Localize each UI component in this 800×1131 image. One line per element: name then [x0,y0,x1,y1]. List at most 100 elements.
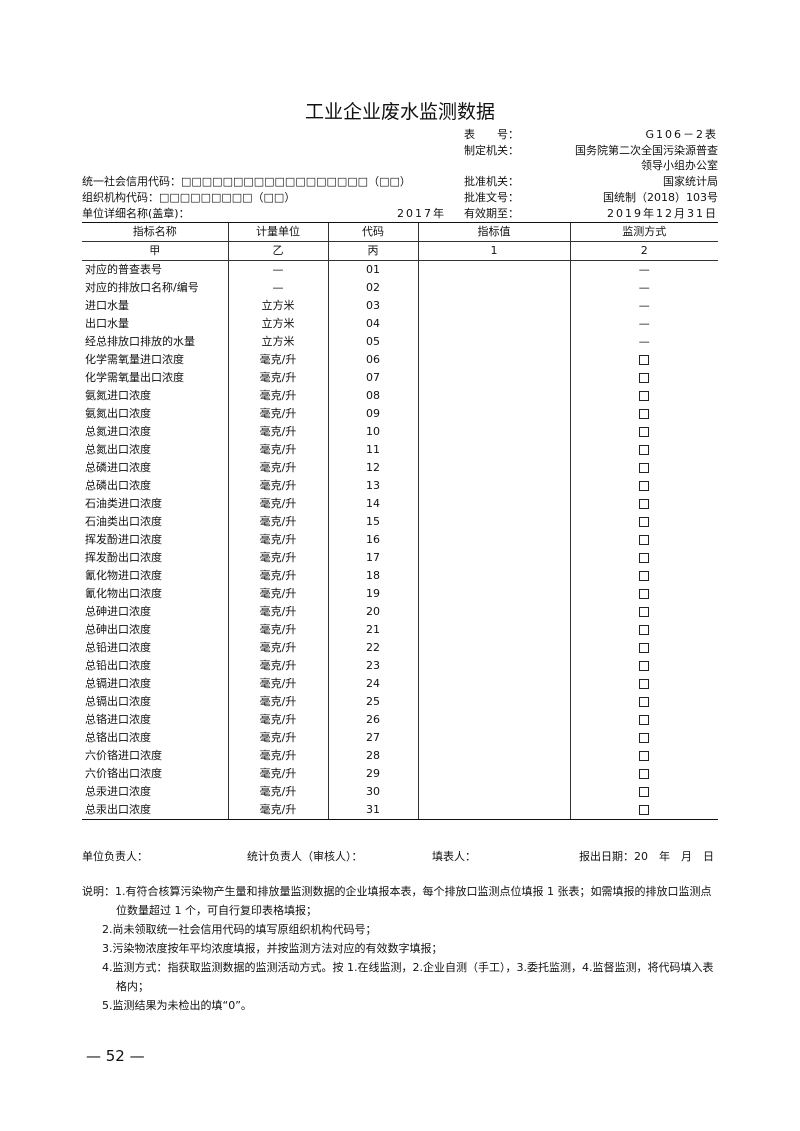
monitoring-method-cell[interactable] [569,423,718,441]
indicator-value-cell[interactable] [417,441,570,459]
monitoring-method-cell[interactable] [569,441,718,459]
monitoring-method-cell[interactable]: — [569,333,718,351]
unit: 毫克/升 [227,369,328,387]
indicator-value-cell[interactable] [417,783,570,801]
checkbox-icon[interactable] [639,607,650,617]
monitoring-method-cell[interactable] [569,657,718,675]
monitoring-method-cell[interactable] [569,567,718,585]
unit: 毫克/升 [227,621,328,639]
indicator-name: 氨氮进口浓度 [85,389,151,402]
code: 09 [327,405,418,423]
checkbox-icon[interactable] [639,571,650,581]
indicator-value-cell[interactable] [417,369,570,387]
indicator-value-cell[interactable] [417,405,570,423]
indicator-value-cell[interactable] [417,260,570,279]
monitoring-method-cell[interactable] [569,549,718,567]
monitoring-method-cell[interactable] [569,369,718,387]
monitoring-method-cell[interactable] [569,711,718,729]
meta-form-no: 表 号： G106－2表 [82,126,718,142]
indicator-value-cell[interactable] [417,747,570,765]
checkbox-icon[interactable] [639,769,650,779]
checkbox-icon[interactable] [639,409,650,419]
monitoring-method-cell[interactable] [569,603,718,621]
checkbox-icon[interactable] [639,535,650,545]
monitoring-method-cell[interactable] [569,729,718,747]
checkbox-icon[interactable] [639,355,650,365]
unit: 毫克/升 [227,801,328,820]
indicator-value-cell[interactable] [417,675,570,693]
indicator-value-cell[interactable] [417,351,570,369]
monitoring-method-cell[interactable]: — [569,279,718,297]
value: 国家统计局 [663,175,718,188]
indicator-value-cell[interactable] [417,477,570,495]
monitoring-method-cell[interactable] [569,747,718,765]
indicator-value-cell[interactable] [417,657,570,675]
monitoring-method-cell[interactable] [569,477,718,495]
checkbox-icon[interactable] [639,625,650,635]
checkbox-icon[interactable] [639,787,650,797]
indicator-value-cell[interactable] [417,459,570,477]
monitoring-method-cell[interactable] [569,783,718,801]
unit: — [227,279,328,297]
indicator-value-cell[interactable] [417,279,570,297]
checkbox-icon[interactable] [639,751,650,761]
monitoring-method-cell[interactable]: — [569,260,718,279]
monitoring-method-cell[interactable] [569,459,718,477]
indicator-value-cell[interactable] [417,693,570,711]
indicator-value-cell[interactable] [417,513,570,531]
indicator-value-cell[interactable] [417,603,570,621]
checkbox-icon[interactable] [639,463,650,473]
code: 25 [327,693,418,711]
indicator-value-cell[interactable] [417,333,570,351]
indicator-value-cell[interactable] [417,297,570,315]
checkbox-icon[interactable] [639,373,650,383]
monitoring-method-cell[interactable] [569,639,718,657]
monitoring-method-cell[interactable] [569,387,718,405]
monitoring-method-cell[interactable] [569,765,718,783]
indicator-value-cell[interactable] [417,423,570,441]
indicator-name: 总汞出口浓度 [82,801,228,820]
indicator-value-cell[interactable] [417,495,570,513]
monitoring-method-cell[interactable] [569,351,718,369]
monitoring-method-cell[interactable]: — [569,315,718,333]
monitoring-method-cell[interactable] [569,585,718,603]
checkbox-icon[interactable] [639,589,650,599]
monitoring-method-cell[interactable] [569,693,718,711]
checkbox-icon[interactable] [639,517,650,527]
checkbox-icon[interactable] [639,481,650,491]
monitoring-method-cell[interactable] [569,495,718,513]
indicator-value-cell[interactable] [417,729,570,747]
indicator-value-cell[interactable] [417,711,570,729]
indicator-value-cell[interactable] [417,585,570,603]
indicator-value-cell[interactable] [417,621,570,639]
checkbox-icon[interactable] [639,499,650,509]
checkbox-icon[interactable] [639,643,650,653]
monitoring-method-cell[interactable] [569,405,718,423]
indicator-value-cell[interactable] [417,639,570,657]
unit: 毫克/升 [227,423,328,441]
checkbox-icon[interactable] [639,427,650,437]
checkbox-icon[interactable] [639,553,650,563]
checkbox-icon[interactable] [639,697,650,707]
indicator-value-cell[interactable] [417,549,570,567]
checkbox-icon[interactable] [639,679,650,689]
monitoring-method-cell[interactable] [569,801,718,820]
table-row: 化学需氧量进口浓度 毫克/升 06 [82,351,718,369]
monitoring-method-cell[interactable]: — [569,297,718,315]
checkbox-icon[interactable] [639,661,650,671]
monitoring-method-cell[interactable] [569,621,718,639]
checkbox-icon[interactable] [639,805,650,815]
indicator-value-cell[interactable] [417,765,570,783]
indicator-value-cell[interactable] [417,387,570,405]
monitoring-method-cell[interactable] [569,513,718,531]
indicator-value-cell[interactable] [417,567,570,585]
indicator-value-cell[interactable] [417,531,570,549]
checkbox-icon[interactable] [639,715,650,725]
checkbox-icon[interactable] [639,733,650,743]
checkbox-icon[interactable] [639,445,650,455]
monitoring-method-cell[interactable] [569,531,718,549]
indicator-value-cell[interactable] [417,315,570,333]
indicator-value-cell[interactable] [417,801,570,820]
checkbox-icon[interactable] [639,391,650,401]
monitoring-method-cell[interactable] [569,675,718,693]
